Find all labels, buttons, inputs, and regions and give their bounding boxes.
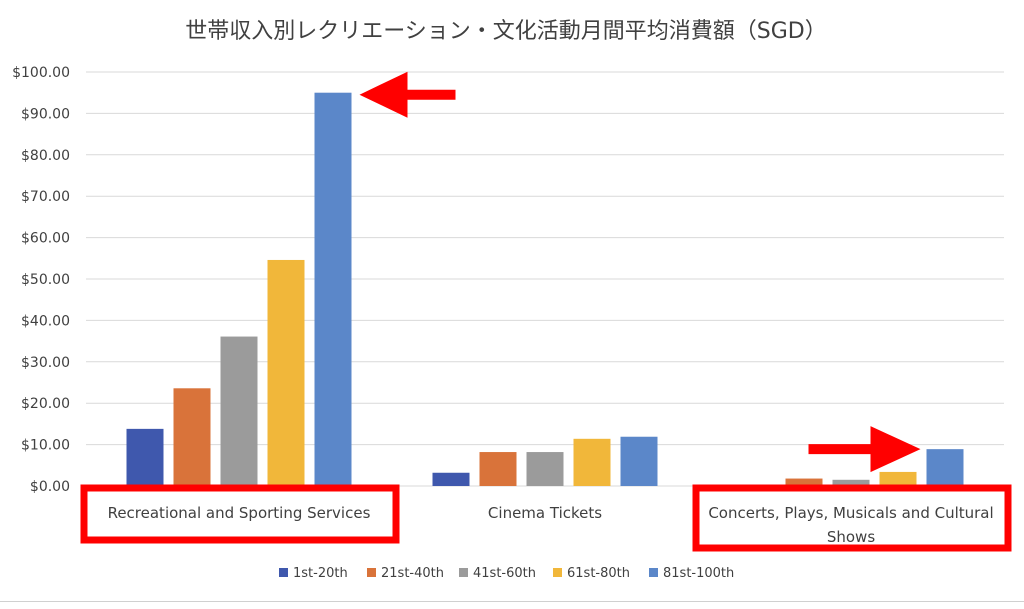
y-tick-label: $40.00 <box>21 313 70 329</box>
legend-swatch <box>649 568 658 577</box>
legend-label: 1st-20th <box>293 566 348 581</box>
y-tick-label: $60.00 <box>21 231 70 247</box>
bar <box>267 259 305 486</box>
y-tick-label: $20.00 <box>21 396 70 412</box>
y-tick-label: $10.00 <box>21 438 70 454</box>
bar <box>526 452 564 486</box>
bar <box>173 388 211 486</box>
legend-label: 21st-40th <box>381 566 444 581</box>
bar <box>314 92 352 486</box>
bottom-divider <box>0 601 1024 602</box>
bar <box>620 436 658 486</box>
bar <box>926 449 964 486</box>
chart-title: 世帯収入別レクリエーション・文化活動月間平均消費額（SGD） <box>185 19 827 44</box>
bar <box>573 438 611 486</box>
bar <box>220 336 258 486</box>
bar <box>126 428 164 486</box>
y-tick-label: $50.00 <box>21 272 70 288</box>
highlight-box <box>692 484 1012 552</box>
y-tick-label: $100.00 <box>12 65 70 81</box>
y-tick-label: $70.00 <box>21 189 70 205</box>
category-label: Concerts, Plays, Musicals and Cultural <box>708 504 993 522</box>
legend-swatch <box>459 568 468 577</box>
y-tick-label: $80.00 <box>21 148 70 164</box>
legend-swatch <box>279 568 288 577</box>
legend-swatch <box>367 568 376 577</box>
category-label: Shows <box>827 528 875 546</box>
legend-label: 81st-100th <box>663 566 734 581</box>
legend-label: 41st-60th <box>473 566 536 581</box>
y-tick-label: $90.00 <box>21 106 70 122</box>
category-label: Cinema Tickets <box>488 504 602 522</box>
y-tick-label: $0.00 <box>30 479 70 495</box>
highlight-box <box>80 484 400 544</box>
bar <box>879 471 917 486</box>
category-label: Recreational and Sporting Services <box>108 504 371 522</box>
legend-swatch <box>553 568 562 577</box>
bar <box>479 452 517 486</box>
bar <box>432 472 470 486</box>
legend-label: 61st-80th <box>567 566 630 581</box>
bar <box>832 479 870 486</box>
y-tick-label: $30.00 <box>21 355 70 371</box>
right-arrow <box>808 426 921 473</box>
left-arrow <box>359 71 456 118</box>
bar <box>785 478 823 486</box>
